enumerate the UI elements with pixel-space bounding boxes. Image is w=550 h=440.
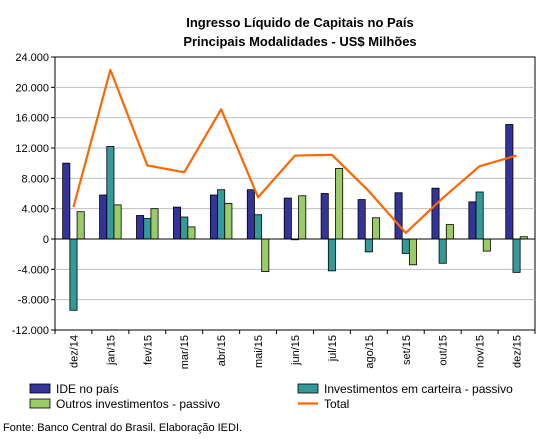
bar	[298, 195, 307, 240]
bar	[99, 194, 108, 240]
y-tick-label: 16.000	[15, 113, 49, 125]
bar	[136, 215, 145, 240]
bar	[69, 238, 78, 311]
bar	[335, 168, 344, 240]
bar	[401, 238, 410, 254]
y-tick-label: 24.000	[15, 52, 49, 64]
legend-swatch	[29, 383, 51, 394]
total-line	[72, 68, 517, 235]
bar	[209, 194, 218, 240]
bar	[187, 226, 196, 240]
plot-area	[54, 56, 536, 331]
bar	[224, 202, 233, 240]
legend-swatch	[297, 383, 319, 394]
y-axis-ticks: -12.000 -8.000 -4.000 0 4.000 8.000 12.000 16.0…	[12, 52, 55, 337]
x-tick-label: ago/15	[364, 335, 376, 369]
bar	[62, 162, 71, 240]
bar	[283, 197, 292, 240]
bar	[512, 238, 521, 273]
bar	[261, 238, 270, 273]
legend-label: Outros investimentos - passivo	[56, 397, 220, 411]
bar	[394, 192, 403, 240]
x-tick-label: abr/15	[216, 335, 228, 366]
y-tick-label: 12.000	[15, 143, 49, 155]
bar	[106, 146, 115, 240]
y-tick-label: -8.000	[18, 295, 49, 307]
bar	[320, 193, 329, 240]
bar	[364, 238, 373, 253]
x-tick-label: jul/15	[327, 335, 339, 362]
x-tick-label: fev/15	[142, 335, 154, 365]
y-tick-label: -4.000	[18, 264, 49, 276]
x-tick-label: mai/15	[253, 335, 265, 368]
bar	[357, 199, 366, 240]
legend-label: Total	[324, 397, 349, 411]
bar	[445, 224, 454, 240]
x-tick-label: set/15	[401, 335, 413, 365]
bar	[246, 189, 255, 240]
bar	[76, 211, 85, 240]
legend-label: IDE no país	[56, 382, 119, 396]
source-note: Fonte: Banco Central do Brasil. Elaboraç…	[3, 422, 242, 434]
bar	[113, 204, 122, 240]
x-tick-label: mar/15	[179, 335, 191, 369]
y-tick-label: 0	[43, 234, 49, 246]
bar	[150, 208, 159, 240]
bar	[173, 206, 182, 240]
chart-title: Ingresso Líquido de Capitais no País	[186, 15, 414, 30]
y-tick-label: 20.000	[15, 82, 49, 94]
x-tick-label: jun/15	[290, 335, 302, 366]
legend-label: Investimentos em carteira - passivo	[324, 382, 513, 396]
y-tick-label: -12.000	[12, 325, 49, 337]
bar	[431, 187, 440, 240]
x-tick-label: dez/15	[512, 335, 524, 368]
bar	[475, 191, 484, 240]
bar	[143, 218, 152, 240]
bar	[217, 189, 226, 240]
x-axis-ticks: dez/14 jan/15 fev/15 mar/15 abr/15 mai/15 jun/…	[54, 330, 536, 369]
bar	[254, 214, 263, 240]
y-tick-label: 4.000	[21, 204, 49, 216]
series-line-total	[72, 68, 517, 235]
legend: IDE no país Investimentos em carteira - p…	[29, 382, 513, 411]
bar	[482, 238, 491, 252]
y-tick-label: 8.000	[21, 173, 49, 185]
bar	[505, 124, 514, 240]
bar	[468, 201, 477, 240]
chart-subtitle: Principais Modalidades - US$ Milhões	[183, 34, 416, 49]
bar	[180, 216, 189, 240]
legend-swatch	[29, 398, 51, 409]
x-tick-label: nov/15	[475, 335, 487, 368]
x-tick-label: out/15	[438, 335, 450, 366]
bar	[372, 217, 381, 240]
bar	[327, 238, 336, 272]
bar	[438, 238, 447, 264]
x-tick-label: jan/15	[105, 335, 117, 366]
x-tick-label: dez/14	[68, 335, 80, 368]
bar	[408, 238, 417, 266]
